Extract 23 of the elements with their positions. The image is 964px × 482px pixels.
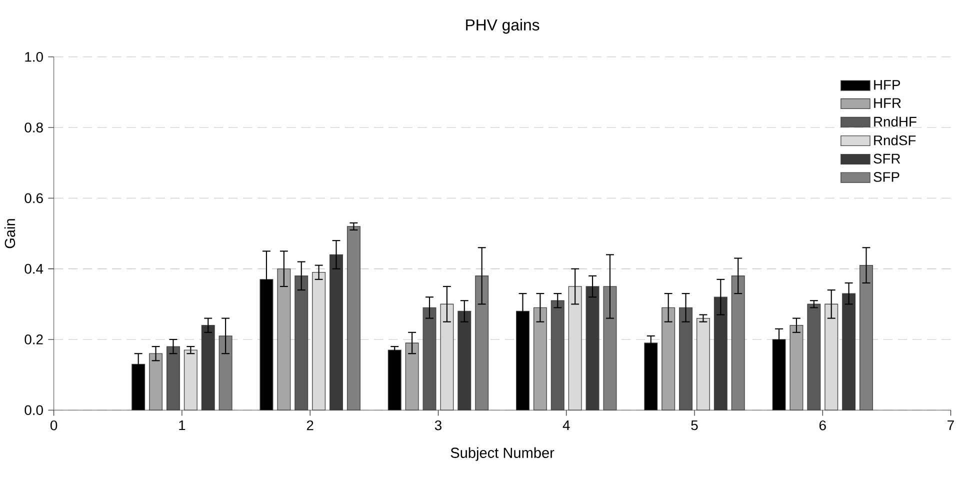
x-tick-label: 3 (434, 420, 442, 430)
y-tick-label: 0.0 (24, 405, 43, 416)
y-axis-title: Gain (4, 219, 16, 248)
legend-label: RndHF (874, 116, 916, 127)
x-tick-label: 0 (50, 420, 58, 430)
y-tick-label: 1.0 (25, 52, 43, 62)
y-tick-label: 0.4 (24, 264, 44, 274)
legend-label: HFR (874, 98, 901, 108)
y-tick-label: 0.8 (24, 122, 43, 133)
y-tick-label: 0.6 (24, 193, 43, 204)
legend-label: HFP (874, 80, 900, 90)
legend-label: SFP (874, 172, 900, 182)
legend-label: RndSF (874, 135, 916, 146)
x-tick-label: 2 (306, 420, 314, 430)
legend-label: SFR (874, 154, 900, 164)
chart-title: PHV gains (466, 19, 540, 34)
x-tick-label: 6 (819, 420, 826, 430)
x-tick-label: 7 (948, 420, 954, 430)
x-tick-label: 4 (562, 420, 570, 430)
y-tick-label: 0.2 (24, 334, 43, 345)
x-axis-title: Subject Number (450, 448, 554, 462)
x-tick-label: 1 (179, 420, 186, 430)
x-tick-label: 5 (691, 420, 698, 430)
